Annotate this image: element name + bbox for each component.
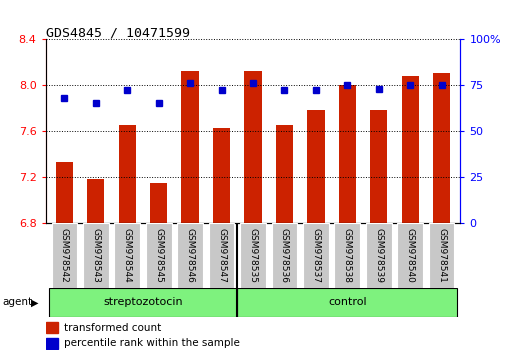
FancyBboxPatch shape [52,223,77,289]
Text: GSM978546: GSM978546 [185,228,194,283]
Bar [181,71,198,223]
Text: GSM978544: GSM978544 [123,228,131,283]
Text: transformed count: transformed count [64,322,161,332]
Text: GSM978538: GSM978538 [342,228,351,283]
Text: GSM978543: GSM978543 [91,228,100,283]
Bar [244,71,261,223]
Text: GSM978536: GSM978536 [279,228,288,283]
Bar [401,76,418,223]
Bar [45,322,58,333]
Bar [118,125,136,223]
FancyBboxPatch shape [48,288,237,317]
Text: GSM978545: GSM978545 [154,228,163,283]
Bar [213,127,230,223]
Bar [432,73,449,223]
Text: GSM978547: GSM978547 [217,228,226,283]
FancyBboxPatch shape [334,223,360,289]
Text: GSM978540: GSM978540 [405,228,414,283]
Text: streptozotocin: streptozotocin [103,297,182,307]
Text: control: control [327,297,366,307]
Bar [369,110,387,223]
FancyBboxPatch shape [237,288,457,317]
Bar [150,183,167,223]
FancyBboxPatch shape [302,223,328,289]
Bar [56,162,73,223]
FancyBboxPatch shape [114,223,140,289]
Text: percentile rank within the sample: percentile rank within the sample [64,338,239,348]
FancyBboxPatch shape [177,223,203,289]
Text: GSM978535: GSM978535 [248,228,257,283]
FancyBboxPatch shape [428,223,453,289]
Text: ▶: ▶ [31,297,38,307]
Bar [307,110,324,223]
Text: GDS4845 / 10471599: GDS4845 / 10471599 [45,27,189,40]
FancyBboxPatch shape [145,223,171,289]
FancyBboxPatch shape [208,223,234,289]
Bar [338,85,355,223]
FancyBboxPatch shape [271,223,297,289]
FancyBboxPatch shape [83,223,109,289]
Bar [45,338,58,349]
FancyBboxPatch shape [365,223,391,289]
Bar [275,125,292,223]
Text: GSM978539: GSM978539 [374,228,382,283]
Bar [87,179,104,223]
Text: GSM978537: GSM978537 [311,228,320,283]
FancyBboxPatch shape [396,223,422,289]
FancyBboxPatch shape [240,223,265,289]
Text: agent: agent [3,297,33,307]
Text: GSM978541: GSM978541 [436,228,445,283]
Text: GSM978542: GSM978542 [60,228,69,283]
